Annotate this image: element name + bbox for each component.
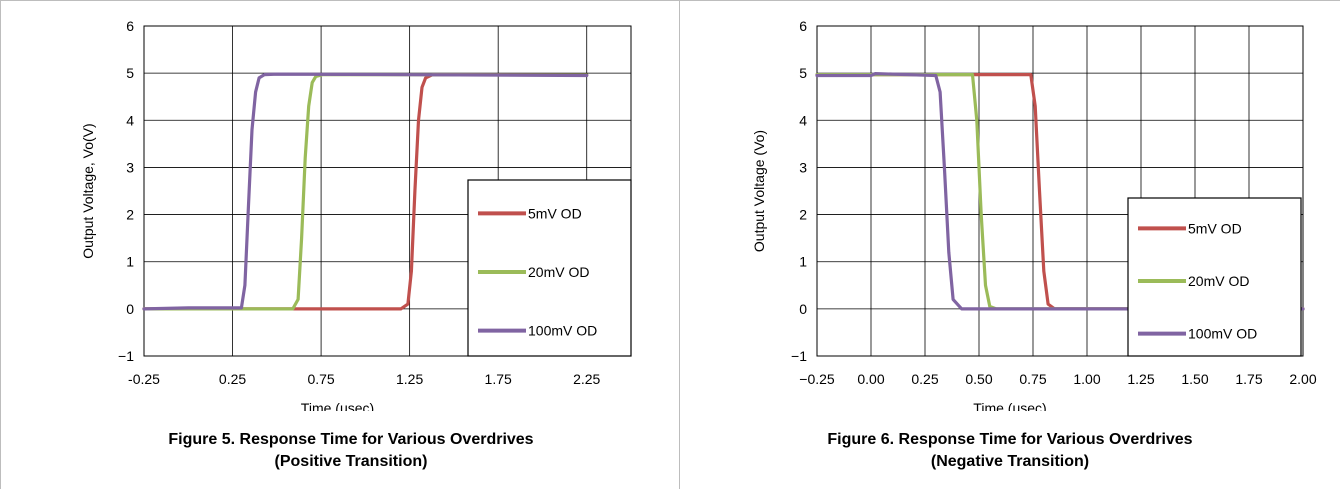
chart6-ytick-label: 4 — [799, 112, 807, 128]
chart6-legend-label: 20mV OD — [1188, 273, 1249, 289]
figure-6-caption-line1: Figure 6. Response Time for Various Over… — [827, 431, 1193, 448]
chart5-xtick-label: 0.75 — [307, 371, 334, 387]
chart5-ytick-label: 2 — [126, 207, 134, 223]
chart5-legend-label: 100mV OD — [528, 323, 597, 339]
figure-5-caption: Figure 5. Response Time for Various Over… — [61, 429, 641, 473]
chart6-legend — [1127, 197, 1302, 357]
figure-6-caption: Figure 6. Response Time for Various Over… — [720, 429, 1300, 473]
figure-5-panel: −1 0 1 2 3 4 5 6 -0.25 0.25 0.75 1.25 1.75 2.25 Time (… — [0, 0, 680, 489]
chart6-ytick-label: 1 — [799, 254, 807, 270]
chart6-series-100mv-od — [815, 71, 1305, 311]
figure-6-chart: −1 0 1 2 3 4 5 6 −0.25 0.00 0.25 0.50 0.75 1.00 1.25 1.… — [751, 18, 1317, 411]
figure-6-caption-line2: (Negative Transition) — [930, 453, 1090, 470]
chart5-ytick-label: 5 — [126, 65, 134, 81]
chart5-legend — [467, 179, 632, 357]
chart5-xtick-label: 1.75 — [485, 371, 512, 387]
chart5-ytick-label: 3 — [126, 159, 134, 175]
figure-6-panel: −1 0 1 2 3 4 5 6 −0.25 0.00 0.25 0.50 0.75 1.00 1.25 1.… — [680, 0, 1340, 489]
figure-5-caption-line1: Figure 5. Response Time for Various Over… — [168, 431, 534, 448]
chart5-series-100mv-od — [142, 72, 589, 311]
chart5-ytick-label: 6 — [126, 18, 134, 34]
chart6-x-axis-title: Time (usec) — [973, 400, 1046, 411]
chart6-xtick-label: 0.75 — [1019, 371, 1046, 387]
chart5-ytick-label: 0 — [126, 301, 134, 317]
chart5-ytick-label: −1 — [118, 348, 134, 364]
chart6-xtick-label: −0.25 — [799, 371, 835, 387]
chart6-ytick-label: −1 — [791, 348, 807, 364]
chart6-ytick-label: 0 — [799, 301, 807, 317]
figure-5-chart: −1 0 1 2 3 4 5 6 -0.25 0.25 0.75 1.25 1.75 2.25 Time (… — [80, 18, 632, 411]
chart6-xtick-label: 0.50 — [965, 371, 992, 387]
chart6-xtick-label: 1.75 — [1235, 371, 1262, 387]
chart6-xtick-label: 0.25 — [911, 371, 938, 387]
chart5-xtick-label: 2.25 — [573, 371, 600, 387]
chart6-legend-label: 5mV OD — [1188, 220, 1242, 236]
chart6-xtick-label: 1.00 — [1073, 371, 1100, 387]
chart5-xtick-label: 1.25 — [396, 371, 423, 387]
chart5-legend-label: 20mV OD — [528, 264, 589, 280]
chart6-legend-label: 100mV OD — [1188, 326, 1257, 342]
chart6-xtick-label: 1.50 — [1181, 371, 1208, 387]
chart5-ytick-label: 1 — [126, 254, 134, 270]
chart5-xtick-label: -0.25 — [128, 371, 160, 387]
chart6-xtick-label: 0.00 — [857, 371, 884, 387]
chart6-xtick-label: 1.25 — [1127, 371, 1154, 387]
figure-5-caption-line2: (Positive Transition) — [274, 453, 428, 470]
chart6-ytick-label: 6 — [799, 18, 807, 34]
chart5-xtick-label: 0.25 — [219, 371, 246, 387]
chart6-ytick-label: 2 — [799, 207, 807, 223]
chart5-y-axis-title: Output Voltage, Vo(V) — [80, 123, 96, 258]
chart6-ytick-label: 3 — [799, 159, 807, 175]
chart5-ytick-label: 4 — [126, 112, 134, 128]
chart6-ytick-label: 5 — [799, 65, 807, 81]
chart5-legend-label: 5mV OD — [528, 205, 582, 221]
chart6-xtick-label: 2.00 — [1289, 371, 1316, 387]
chart5-x-axis-title: Time (usec) — [301, 400, 374, 411]
chart6-y-axis-title: Output Voltage (Vo) — [751, 130, 767, 252]
